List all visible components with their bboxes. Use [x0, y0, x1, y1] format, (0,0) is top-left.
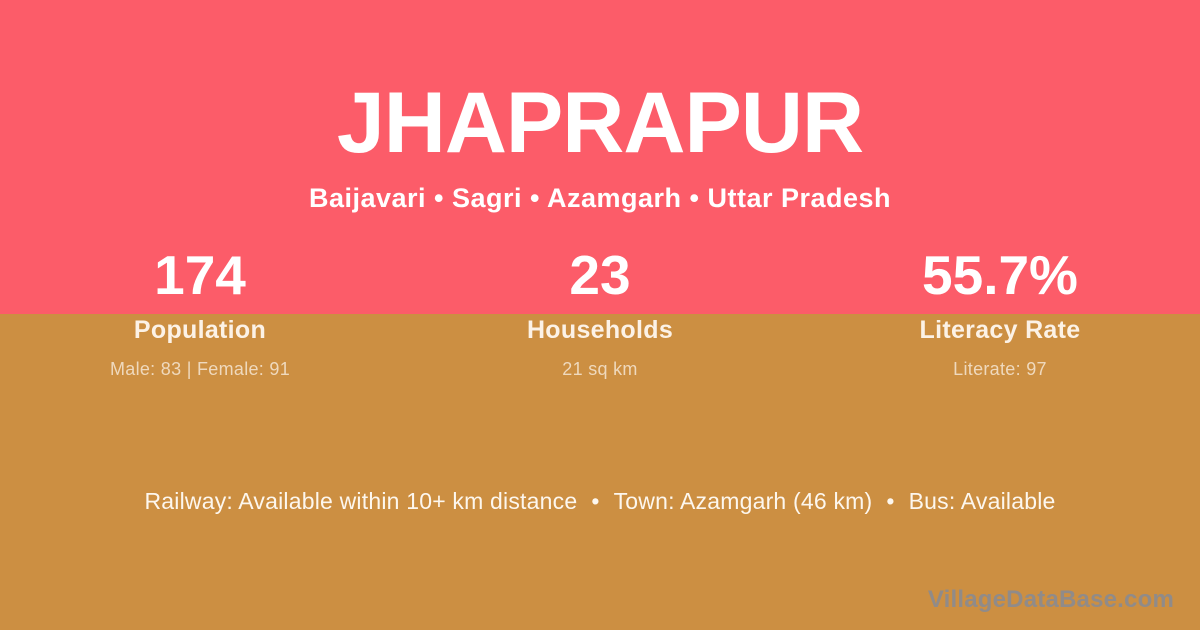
- village-title: JHAPRAPUR: [336, 75, 864, 171]
- stat-literacy: 55.7% Literacy Rate Literate: 97: [800, 240, 1200, 379]
- watermark-text: VillageDataBase.com: [927, 586, 1174, 613]
- transport-info-line: Railway: Available within 10+ km distanc…: [0, 486, 1200, 516]
- population-label: Population: [133, 316, 267, 344]
- literacy-label: Literacy Rate: [919, 316, 1081, 344]
- bullet-separator: •: [591, 488, 600, 514]
- households-label: Households: [526, 316, 674, 344]
- bus-info: Bus: Available: [908, 488, 1056, 514]
- railway-info: Railway: Available within 10+ km distanc…: [144, 488, 578, 514]
- stats-row: 174 Population Male: 83 | Female: 91 23 …: [0, 240, 1200, 379]
- households-value: 23: [569, 244, 631, 306]
- bottom-gold-band: [0, 314, 1200, 630]
- population-value: 174: [154, 244, 246, 306]
- stat-population: 174 Population Male: 83 | Female: 91: [0, 240, 400, 379]
- village-breadcrumb: Baijavari • Sagri • Azamgarh • Uttar Pra…: [308, 183, 892, 213]
- literacy-value: 55.7%: [922, 244, 1078, 306]
- households-detail: 21 sq km: [562, 359, 638, 379]
- literacy-detail: Literate: 97: [953, 359, 1047, 379]
- population-detail: Male: 83 | Female: 91: [109, 359, 291, 379]
- town-info: Town: Azamgarh (46 km): [613, 488, 873, 514]
- stat-households: 23 Households 21 sq km: [400, 240, 800, 379]
- top-pink-band: [0, 0, 1200, 314]
- bullet-separator: •: [886, 488, 895, 514]
